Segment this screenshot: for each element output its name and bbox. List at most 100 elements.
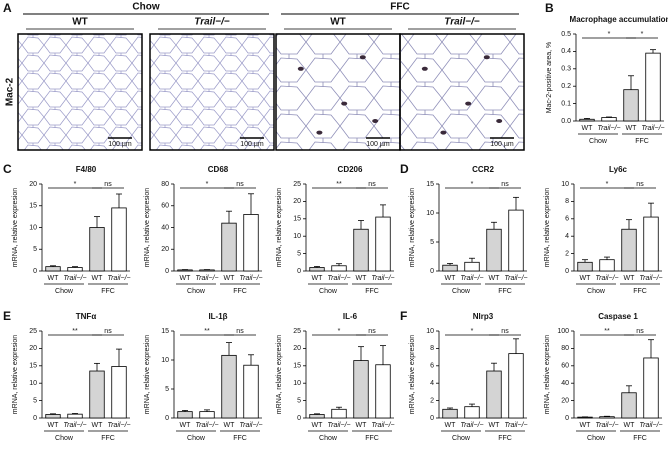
x-tick-label: WT [224, 422, 236, 429]
significance-label: * [471, 328, 474, 335]
significance-label: ns [368, 181, 376, 188]
x-tick-label: WT [582, 125, 594, 132]
significance-label: * [471, 181, 474, 188]
x-tick-label: Trail−/− [460, 422, 483, 429]
y-tick-label: 25 [293, 181, 301, 188]
error-bar [182, 410, 188, 412]
bar [243, 214, 259, 272]
y-tick-label: 0 [165, 415, 169, 422]
group-label: Chow [452, 435, 471, 442]
y-tick-label: 15 [426, 181, 434, 188]
y-tick-label: 5 [430, 239, 434, 246]
micrograph [399, 33, 525, 151]
significance-label: ns [104, 181, 112, 188]
y-axis-label: mRNA, relative expresion [12, 188, 19, 267]
bar [486, 228, 502, 272]
error-bar [648, 202, 654, 218]
bar [353, 228, 369, 272]
y-tick-label: 80 [161, 181, 169, 188]
x-tick-label: WT [48, 422, 60, 429]
y-tick-label: 10 [29, 224, 37, 231]
chart-title: IL-1β [208, 312, 227, 321]
chart-title: Nlrp3 [473, 312, 494, 321]
x-tick-label: Trail−/− [639, 275, 662, 282]
y-tick-label: 0 [565, 268, 569, 275]
y-axis-label: mRNA, relative expresion [12, 335, 19, 414]
error-bar [336, 263, 342, 266]
y-tick-label: 20 [161, 246, 169, 253]
x-tick-label: Trail−/− [327, 275, 350, 282]
error-bar [650, 49, 656, 54]
y-tick-label: 8 [565, 198, 569, 205]
bar [199, 269, 215, 272]
bar [309, 267, 325, 272]
significance-label: * [338, 328, 341, 335]
group-label: Chow [187, 288, 206, 295]
chart-title: Ly6c [609, 165, 627, 174]
group-label: FFC [365, 288, 379, 295]
x-tick-label: Trail−/− [327, 422, 350, 429]
error-bar [491, 362, 497, 372]
bar [601, 117, 617, 122]
group-label: Chow [187, 435, 206, 442]
bar [579, 118, 595, 122]
chart-title: Macrophage accumulation [570, 15, 668, 24]
y-axis-label: mRNA, relative expresion [409, 188, 416, 267]
bar [331, 408, 347, 419]
bar [508, 353, 524, 419]
micrograph [149, 33, 275, 151]
bar [577, 261, 593, 272]
group-label: FFC [633, 288, 647, 295]
bar [89, 370, 105, 419]
x-tick-label: WT [92, 275, 104, 282]
x-tick-label: WT [356, 422, 368, 429]
error-bar [626, 385, 632, 393]
panel-letter: C [3, 162, 12, 176]
error-bar [72, 413, 78, 415]
error-bar [648, 339, 654, 358]
y-tick-label: 60 [561, 363, 569, 370]
y-tick-label: 20 [29, 181, 37, 188]
y-tick-label: 20 [29, 345, 37, 352]
y-tick-label: 15 [161, 328, 169, 335]
error-bar [226, 342, 232, 356]
y-tick-label: 10 [29, 380, 37, 387]
bar [643, 357, 659, 419]
x-tick-label: Trail−/− [195, 275, 218, 282]
panel-letter: E [3, 309, 11, 323]
y-tick-label: 100 [557, 328, 569, 335]
y-axis-label: mRNA, relative expresion [276, 335, 283, 414]
bar [309, 414, 325, 419]
x-tick-label: Trail−/− [63, 422, 86, 429]
y-tick-label: 40 [561, 380, 569, 387]
y-tick-label: 0.3 [561, 66, 571, 73]
x-tick-label: WT [580, 275, 592, 282]
y-tick-label: 0 [430, 268, 434, 275]
significance-label: ** [72, 328, 78, 335]
y-tick-label: 0.1 [561, 100, 571, 107]
error-bar [226, 210, 232, 224]
y-tick-label: 0 [165, 268, 169, 275]
x-tick-label: WT [180, 275, 192, 282]
significance-label: * [641, 31, 644, 38]
stained-cell [359, 55, 366, 60]
y-tick-label: 25 [293, 328, 301, 335]
stained-cell [440, 130, 447, 135]
error-bar [94, 216, 100, 228]
group-label: FFC [233, 288, 247, 295]
y-tick-label: 10 [561, 181, 569, 188]
stained-cell [297, 66, 304, 71]
micrograph [275, 33, 401, 151]
group-label: FFC [635, 138, 649, 145]
y-tick-label: 5 [297, 250, 301, 257]
bar [221, 354, 237, 419]
x-tick-label: Trail−/− [107, 422, 130, 429]
y-tick-label: 8 [430, 345, 434, 352]
y-tick-label: 20 [293, 345, 301, 352]
x-tick-label: Trail−/− [460, 275, 483, 282]
significance-label: ** [336, 181, 342, 188]
bar [45, 266, 61, 272]
group-label: Chow [587, 288, 606, 295]
chart-title: IL-6 [343, 312, 358, 321]
y-tick-label: 5 [33, 246, 37, 253]
